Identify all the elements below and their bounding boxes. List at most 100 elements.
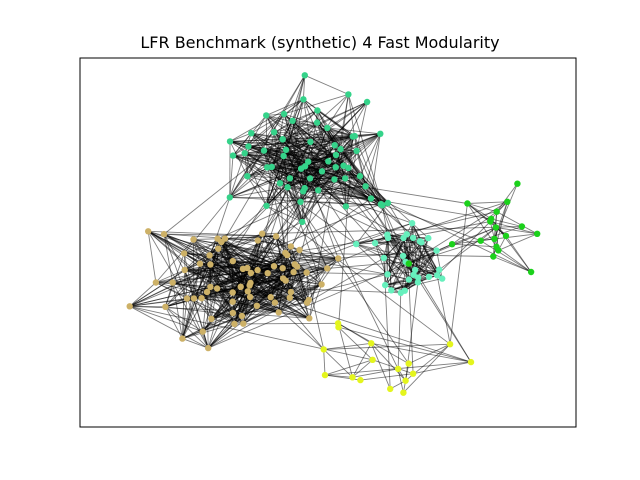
graph-node-mint-mid (384, 271, 391, 278)
graph-node-tan-left (160, 230, 168, 238)
graph-node-tan-left (190, 295, 198, 302)
graph-edge (172, 282, 243, 317)
graph-edge (317, 110, 354, 137)
graph-edge (306, 257, 385, 303)
graph-edge (265, 115, 346, 179)
graph-node-yellow-bottom (320, 346, 327, 353)
graph-node-tan-left (237, 283, 244, 290)
graph-edge (257, 240, 269, 274)
graph-edge (496, 246, 532, 273)
graph-edge (247, 168, 302, 177)
graph-edge (338, 326, 373, 361)
graph-edge (232, 98, 304, 156)
graph-edge (216, 238, 226, 289)
graph-node-tan-left (293, 263, 301, 270)
graph-node-green-top (279, 136, 286, 143)
graph-node-tan-left (213, 285, 221, 292)
graph-node-mint-mid (384, 231, 391, 238)
graph-edge (183, 241, 222, 254)
graph-node-bright-green-right (502, 232, 510, 240)
graph-edge (181, 263, 201, 339)
graph-edge (496, 183, 518, 212)
graph-node-green-top (331, 142, 338, 149)
graph-node-bright-green-right (518, 223, 526, 230)
graph-edge (229, 110, 318, 198)
graph-node-tan-left (229, 309, 237, 317)
graph-edge (267, 267, 328, 274)
graph-edge (257, 266, 298, 271)
graph-edge (436, 221, 491, 276)
graph-edge (292, 120, 389, 204)
plot-frame (79, 57, 577, 428)
graph-node-tan-left (208, 315, 215, 322)
graph-node-tan-left (229, 257, 236, 265)
graph-node-tan-left (324, 265, 331, 272)
graph-edge (414, 269, 472, 363)
graph-edge (300, 168, 335, 180)
graph-edge (129, 305, 203, 333)
graph-edge (390, 261, 407, 291)
graph-node-green-top (345, 91, 352, 98)
graph-edge (240, 286, 472, 363)
graph-edge (292, 75, 306, 121)
graph-edge (147, 230, 201, 265)
graph-edge (186, 298, 209, 349)
graph-node-green-top (307, 138, 314, 146)
graph-node-green-top (377, 130, 384, 137)
graph-node-tan-left (231, 320, 238, 328)
graph-node-green-top (315, 187, 322, 194)
graph-edge (355, 202, 389, 245)
graph-edge (337, 322, 372, 344)
graph-edge (217, 201, 301, 240)
graph-edge (333, 136, 354, 180)
graph-edge (266, 155, 285, 206)
graph-node-bright-green-right (514, 180, 521, 187)
graph-edge (250, 272, 292, 293)
graph-edge (207, 260, 234, 349)
graph-edge (202, 288, 218, 332)
graph-node-green-top (342, 175, 349, 182)
graph-edge (244, 152, 303, 223)
graph-edge (356, 222, 413, 245)
graph-node-green-top (306, 175, 314, 182)
graph-edge (391, 269, 440, 291)
graph-node-mint-mid (439, 275, 446, 282)
graph-edge (287, 167, 349, 188)
graph-node-yellow-bottom (405, 360, 412, 367)
graph-node-green-top (270, 129, 278, 136)
graph-node-tan-left (296, 246, 303, 254)
graph-node-green-top (226, 138, 234, 145)
graph-edge (246, 175, 267, 207)
graph-node-tan-left (240, 320, 247, 327)
graph-edge (229, 196, 383, 206)
graph-edge (327, 127, 381, 135)
graph-edge (302, 75, 306, 100)
graph-node-mint-mid (410, 271, 417, 278)
graph-node-tan-left (152, 279, 160, 286)
graph-edge (147, 231, 157, 283)
graph-edge (182, 338, 209, 349)
graph-edge (284, 252, 310, 301)
graph-node-bright-green-right (490, 253, 497, 260)
graph-edge (371, 342, 472, 363)
graph-node-tan-left (275, 309, 282, 316)
graph-edge (365, 133, 381, 187)
graph-edge (299, 249, 339, 259)
graph-edge (163, 233, 308, 304)
graph-edge (129, 248, 219, 307)
graph-edge (163, 233, 268, 274)
graph-edge (490, 221, 538, 235)
graph-edge (232, 155, 281, 184)
graph-node-tan-left (290, 268, 297, 276)
graph-edge (172, 282, 183, 339)
graph-edge (244, 152, 302, 170)
graph-edge (274, 302, 310, 319)
graph-node-mint-mid (399, 252, 407, 260)
graph-node-mint-mid (371, 239, 379, 247)
graph-edge (300, 168, 347, 207)
graph-edge (397, 292, 402, 369)
graph-edge (266, 205, 303, 223)
graph-edge (155, 269, 185, 283)
graph-edge (383, 257, 391, 389)
graph-node-green-top (286, 175, 294, 182)
